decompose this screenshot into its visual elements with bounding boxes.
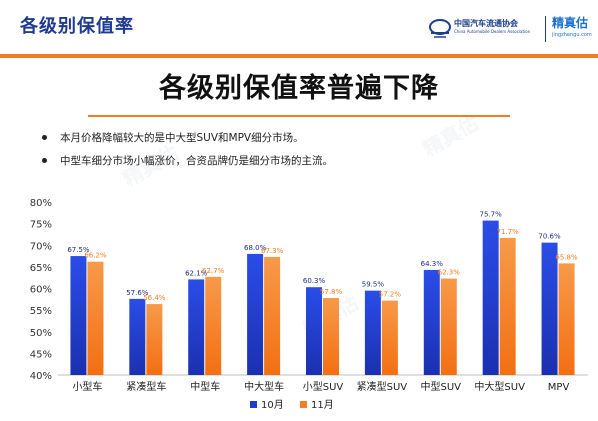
y-tick-label: 65% bbox=[30, 263, 52, 274]
data-label: 67.3% bbox=[261, 247, 284, 255]
data-label: 70.6% bbox=[538, 233, 561, 241]
data-label: 57.8% bbox=[320, 288, 343, 296]
legend-swatch bbox=[250, 401, 257, 408]
x-tick-label: 小型车 bbox=[72, 380, 102, 393]
bar bbox=[499, 237, 516, 375]
bullet-dot-icon bbox=[42, 135, 47, 140]
jingzhengu-name-cn: 精真估 bbox=[552, 16, 589, 30]
bar bbox=[423, 269, 440, 375]
bar bbox=[129, 298, 146, 375]
cada-name-cn: 中国汽车流通协会 bbox=[454, 19, 518, 28]
bullet-list: 本月价格降幅较大的是中大型SUV和MPV细分市场。 中型车细分市场小幅涨价，合资… bbox=[42, 131, 582, 177]
headline-underline bbox=[88, 115, 510, 117]
data-label: 75.7% bbox=[480, 211, 503, 219]
legend-swatch bbox=[300, 401, 307, 408]
data-label: 57.6% bbox=[126, 289, 149, 297]
bar bbox=[558, 263, 575, 375]
bar bbox=[482, 220, 499, 375]
header-accent-line bbox=[0, 54, 598, 58]
bar bbox=[87, 261, 104, 375]
x-tick-label: 中大型车 bbox=[244, 380, 284, 393]
data-label: 68.0% bbox=[244, 244, 267, 252]
bar bbox=[205, 276, 222, 375]
legend-label: 11月 bbox=[311, 399, 334, 411]
bullet-item: 本月价格降幅较大的是中大型SUV和MPV细分市场。 bbox=[42, 131, 582, 145]
bar bbox=[440, 278, 457, 375]
bar-chart: 40% 45% 50% 55% 60% 65% 70% 75% 80% 67.5%66.2% 小型车… bbox=[30, 198, 588, 411]
cada-emblem-icon bbox=[429, 19, 451, 38]
page-title: 各级别保值率 bbox=[20, 16, 134, 37]
bar bbox=[188, 279, 205, 375]
y-tick-label: 70% bbox=[30, 241, 52, 252]
data-label: 66.2% bbox=[84, 252, 107, 260]
x-tick-label: 紧凑型车 bbox=[126, 380, 166, 393]
bullet-text: 中型车细分市场小幅涨价，合资品牌仍是细分市场的主流。 bbox=[60, 155, 333, 167]
bullet-item: 中型车细分市场小幅涨价，合资品牌仍是细分市场的主流。 bbox=[42, 154, 582, 168]
data-label: 62.3% bbox=[438, 269, 461, 277]
y-tick-label: 50% bbox=[30, 328, 52, 339]
bar bbox=[323, 298, 339, 375]
data-label: 71.7% bbox=[497, 228, 520, 236]
bar bbox=[146, 304, 163, 375]
x-tick-label: MPV bbox=[548, 382, 570, 393]
logo-divider bbox=[545, 16, 546, 42]
bar bbox=[364, 290, 381, 375]
y-tick-label: 55% bbox=[30, 306, 52, 317]
data-label: 65.8% bbox=[555, 253, 578, 261]
bar bbox=[306, 287, 322, 375]
data-label: 59.5% bbox=[362, 281, 385, 289]
x-tick-label: 中大型SUV bbox=[474, 380, 525, 393]
bar bbox=[247, 253, 264, 375]
cada-logo: 中国汽车流通协会 China Automobile Dealers Associ… bbox=[428, 16, 543, 44]
headline: 各级别保值率普遍下降 bbox=[159, 73, 439, 104]
data-label: 62.1% bbox=[185, 269, 208, 277]
jingzhengu-logo: 精真估 jingzhengu.com bbox=[552, 14, 596, 44]
x-tick-label: 中型车 bbox=[190, 380, 220, 393]
header-bar: 各级别保值率 中国汽车流通协会 China Automobile Dealers… bbox=[0, 0, 598, 52]
data-label: 57.2% bbox=[379, 291, 402, 299]
bar bbox=[381, 300, 398, 375]
cada-name-en: China Automobile Dealers Association bbox=[454, 29, 531, 34]
bar bbox=[70, 256, 87, 375]
y-tick-label: 40% bbox=[30, 371, 52, 382]
y-tick-label: 60% bbox=[30, 285, 52, 296]
x-tick-label: 中型SUV bbox=[421, 380, 462, 393]
bullet-text: 本月价格降幅较大的是中大型SUV和MPV细分市场。 bbox=[60, 132, 304, 144]
x-tick-label: 小型SUV bbox=[303, 380, 344, 393]
x-tick-label: 紧凑型SUV bbox=[357, 380, 408, 393]
bar bbox=[541, 242, 558, 375]
data-label: 62.7% bbox=[202, 267, 225, 275]
data-label: 67.5% bbox=[67, 246, 90, 254]
y-tick-label: 75% bbox=[30, 220, 52, 231]
data-label: 64.3% bbox=[421, 260, 444, 268]
y-tick-label: 80% bbox=[30, 198, 52, 209]
data-label: 56.4% bbox=[143, 294, 166, 302]
jingzhengu-name-en: jingzhengu.com bbox=[552, 32, 592, 38]
legend-label: 10月 bbox=[261, 399, 284, 411]
y-tick-label: 45% bbox=[30, 349, 52, 360]
data-label: 60.3% bbox=[303, 277, 326, 285]
bullet-dot-icon bbox=[42, 158, 47, 163]
bar bbox=[264, 256, 281, 375]
